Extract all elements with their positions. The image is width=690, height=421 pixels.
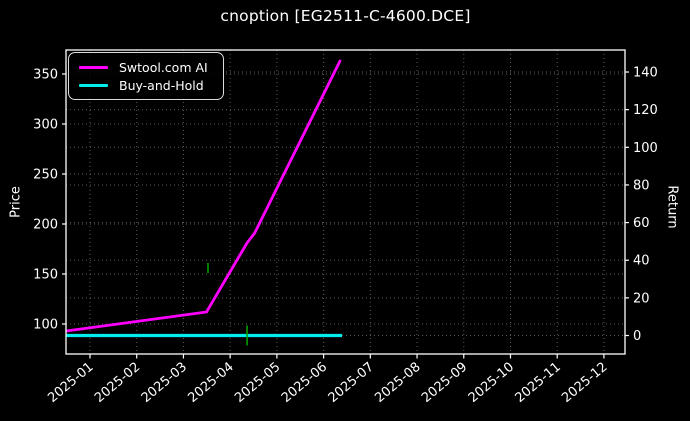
chart-title: cnoption [EG2511-C-4600.DCE]: [220, 7, 471, 25]
x-tick-label: 2025-04: [185, 360, 236, 406]
x-tick-label: 2025-03: [139, 360, 190, 406]
x-tick-label: 2025-12: [559, 360, 610, 406]
ai-line-swatch-icon: [79, 65, 108, 69]
left-tick-label: 100: [33, 318, 58, 333]
legend-label-ai: Swtool.com AI: [119, 59, 208, 75]
tick-marks: [62, 71, 629, 359]
legend-item-ai: Swtool.com AI: [79, 60, 213, 75]
right-tick-label: 100: [633, 141, 658, 156]
x-tick-label: 2025-02: [92, 360, 143, 406]
legend-item-buy-hold: Buy-and-Hold: [79, 78, 213, 93]
right-tick-label: 120: [633, 103, 658, 118]
x-tick-label: 2025-01: [45, 360, 96, 406]
right-tick-label: 20: [633, 291, 650, 306]
x-tick-label: 2025-10: [466, 360, 517, 406]
right-tick-label: 0: [633, 329, 641, 344]
left-tick-label: 300: [33, 118, 58, 133]
legend-label-buy-hold: Buy-and-Hold: [119, 77, 204, 93]
right-tick-label: 80: [633, 178, 650, 193]
x-tick-label: 2025-06: [279, 360, 330, 406]
plot-border: [65, 49, 626, 355]
left-tick-label: 250: [33, 168, 58, 183]
left-tick-label: 350: [33, 68, 58, 83]
legend: Swtool.com AI Buy-and-Hold: [68, 52, 224, 100]
left-tick-label: 150: [33, 268, 58, 283]
x-tick-label: 2025-09: [419, 360, 470, 406]
tick-labels: 100 150 200 250 300 350 0 20 40 60 80 100 120 140 2025…: [33, 66, 658, 406]
right-tick-label: 140: [633, 66, 658, 81]
gridlines: [66, 50, 625, 354]
x-tick-label: 2025-07: [326, 360, 377, 406]
x-tick-label: 2025-08: [372, 360, 423, 406]
left-tick-label: 200: [33, 218, 58, 233]
right-tick-label: 40: [633, 254, 650, 269]
right-tick-label: 60: [633, 216, 650, 231]
x-tick-label: 2025-11: [513, 360, 564, 406]
x-tick-label: 2025-05: [232, 360, 283, 406]
buy-hold-line-swatch-icon: [79, 83, 108, 87]
series-line-swtool-com-ai: [66, 59, 342, 333]
